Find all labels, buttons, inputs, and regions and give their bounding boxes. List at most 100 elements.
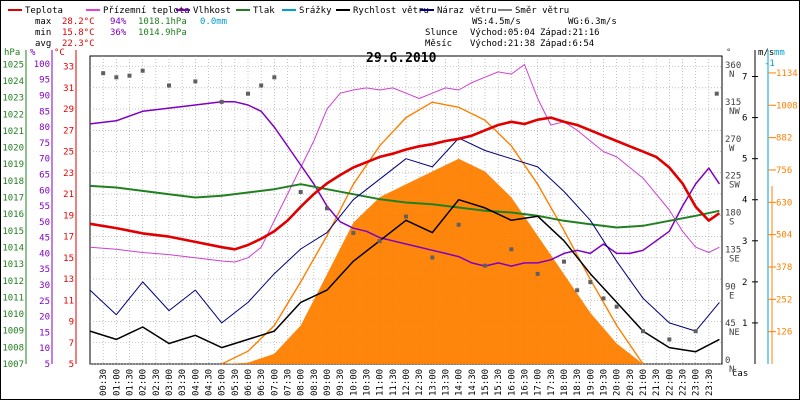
plot-area xyxy=(89,64,721,365)
temperature-tick-label: 13 xyxy=(63,275,74,285)
x-axis-label: čas xyxy=(732,368,748,379)
pressure-tick-label: 1020 xyxy=(2,144,24,154)
pressure-tick-label: 1019 xyxy=(2,160,24,170)
direction-tick-label: 360 xyxy=(725,61,741,71)
pressure-tick-label: 1011 xyxy=(2,293,24,303)
pressure-tick-label: 1014 xyxy=(2,243,24,253)
x-tick-label: 04:30 xyxy=(205,369,215,396)
wind-direction-point xyxy=(114,75,119,80)
wind-direction-point xyxy=(430,255,435,260)
sun-set: Západ:21:16 xyxy=(540,28,600,38)
x-tick-label: 00:30 xyxy=(99,369,109,396)
x-tick-label: 15:00 xyxy=(481,369,491,396)
direction-axis-unit: ° xyxy=(726,48,731,58)
moon-rise: Východ:21:38 xyxy=(470,39,535,49)
temperature-tick-label: 5 xyxy=(69,360,74,370)
direction-tick-label: 270 xyxy=(725,135,741,145)
temperature-tick-label: 21 xyxy=(63,190,74,200)
wind-direction-point xyxy=(246,91,250,96)
x-tick-label: 17:30 xyxy=(547,369,557,396)
sun-label: Slunce xyxy=(425,28,458,38)
wind-tick-label: 2 xyxy=(742,278,747,288)
wind-tick-label: 5 xyxy=(742,155,747,165)
temperature-tick-label: 9 xyxy=(69,318,74,328)
x-tick-label: 15:30 xyxy=(494,369,504,396)
sun-rise: Východ:05:04 xyxy=(470,28,535,38)
temperature-tick-label: 15 xyxy=(63,254,74,264)
x-tick-label: 09:00 xyxy=(323,369,333,396)
rain-axis-unit: mm xyxy=(774,48,785,58)
x-tick-label: 03:00 xyxy=(165,369,175,396)
direction-tick-label: 315 xyxy=(725,98,741,108)
wind-direction-point xyxy=(193,79,198,84)
x-tick-label: 08:00 xyxy=(297,369,307,396)
x-tick-label: 23:30 xyxy=(705,369,715,396)
temperature-tick-label: 25 xyxy=(63,148,74,158)
wind-direction-point xyxy=(404,214,408,219)
x-tick-label: 09:30 xyxy=(336,369,346,396)
direction-compass-label: SE xyxy=(729,254,740,264)
wind-wg: WG:6.3m/s xyxy=(568,17,617,27)
pressure-tick-label: 1025 xyxy=(2,60,24,70)
wind-direction-point xyxy=(714,91,719,96)
stat-max-temp: 28.2°C xyxy=(62,17,95,27)
solar-tick-label: 756 xyxy=(776,166,792,176)
x-tick-label: 22:00 xyxy=(665,369,675,396)
wind-axis-unit: m/s xyxy=(758,48,774,58)
temperature-tick-label: 33 xyxy=(63,63,74,73)
wind-tick-label: 1 xyxy=(742,319,747,329)
solar-tick-label: 1134 xyxy=(776,69,798,79)
stat-precip: 0.0mm xyxy=(200,17,227,27)
direction-tick-label: 90 xyxy=(725,282,736,292)
humidity-tick-label: 80 xyxy=(39,123,50,133)
pressure-tick-label: 1012 xyxy=(2,277,24,287)
wind-direction-point xyxy=(101,71,106,76)
x-tick-label: 08:30 xyxy=(310,369,320,396)
chart-date: 29.6.2010 xyxy=(366,51,437,66)
legend-label: Teplota xyxy=(25,6,63,16)
wind-direction-point xyxy=(272,75,277,80)
solar-tick-label: 630 xyxy=(776,198,792,208)
wind-direction-point xyxy=(575,288,580,293)
x-tick-label: 21:30 xyxy=(652,369,662,396)
legend-label: Náraz větru xyxy=(437,6,497,16)
temperature-tick-label: 27 xyxy=(63,126,74,136)
humidity-tick-label: 45 xyxy=(39,234,50,244)
legend-label: Tlak xyxy=(253,6,275,16)
wind-direction-point xyxy=(601,296,606,301)
wind-direction-point xyxy=(483,263,487,268)
legend-label: Srážky xyxy=(299,6,332,16)
stat-max-hum: 94% xyxy=(110,17,127,27)
stat-avg-temp: 22.3°C xyxy=(62,39,95,49)
x-tick-label: 02:30 xyxy=(152,369,162,396)
wind-direction-point xyxy=(351,230,356,235)
humidity-tick-label: 25 xyxy=(39,297,50,307)
pressure-tick-label: 1017 xyxy=(2,194,24,204)
wind-speed-line xyxy=(89,198,720,353)
pressure-tick-label: 1023 xyxy=(2,94,24,104)
wind-direction-point xyxy=(377,239,382,244)
stat-min-pres: 1014.9hPa xyxy=(138,28,187,38)
wind-direction-point xyxy=(167,83,171,88)
x-tick-label: 06:00 xyxy=(244,369,254,396)
x-tick-label: 01:00 xyxy=(112,369,122,396)
info-panel: max 28.2°C 94% 1018.1hPa 0.0mm min 15.8°… xyxy=(35,17,617,49)
humidity-tick-label: 40 xyxy=(39,249,50,259)
direction-compass-label: NE xyxy=(729,328,740,338)
wind-direction-point xyxy=(614,304,619,309)
direction-compass-label: SW xyxy=(729,181,740,191)
wind-direction-point xyxy=(693,329,698,334)
x-tick-label: 13:30 xyxy=(442,369,452,396)
humidity-tick-label: 35 xyxy=(39,265,50,275)
x-tick-label: 20:30 xyxy=(626,369,636,396)
direction-compass-label: N xyxy=(729,70,734,80)
direction-compass-label: S xyxy=(729,218,734,228)
pressure-tick-label: 1013 xyxy=(2,260,24,270)
legend-label: Přízemní teplota xyxy=(103,6,190,16)
moon-set: Západ:6:54 xyxy=(540,39,594,49)
humidity-tick-label: 100 xyxy=(34,60,50,70)
x-tick-label: 14:00 xyxy=(455,369,465,396)
stat-min-hum: 36% xyxy=(110,28,127,38)
wind-direction-point xyxy=(456,222,461,227)
humidity-tick-label: 5 xyxy=(45,360,50,370)
